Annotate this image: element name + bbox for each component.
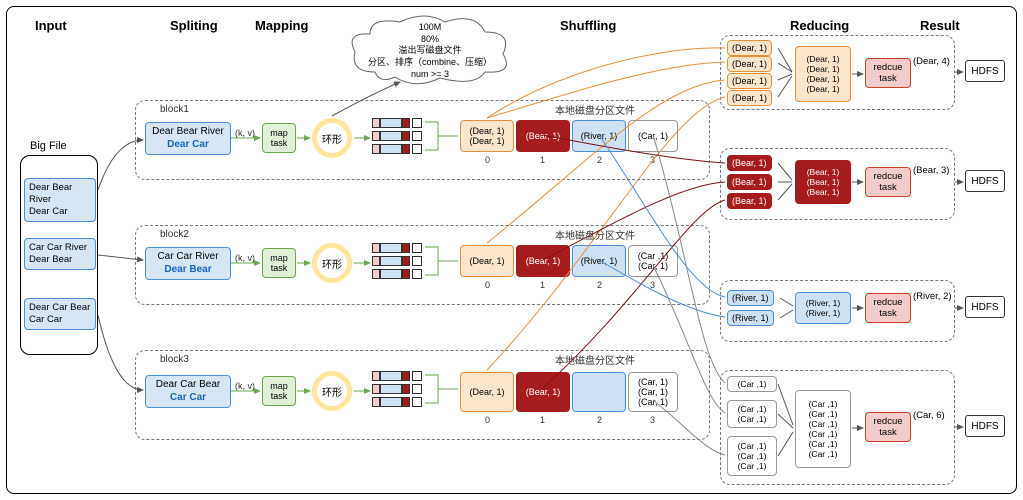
block2-maptask: maptask bbox=[262, 248, 296, 278]
b1-n3: 3 bbox=[650, 155, 655, 165]
car-result: (Car, 6) bbox=[913, 410, 945, 421]
block1-kv: (k, v) bbox=[235, 128, 255, 138]
car-hdfs: HDFS bbox=[965, 415, 1005, 437]
car-reducer: redcuetask bbox=[865, 412, 911, 442]
b1-n0: 0 bbox=[485, 155, 490, 165]
bear-in-2: (Bear, 1) bbox=[727, 193, 772, 209]
b1-p3: (Car, 1) bbox=[628, 120, 678, 152]
bear-hdfs: HDFS bbox=[965, 170, 1005, 192]
b3-n2: 2 bbox=[597, 415, 602, 425]
stage-reducing: Reducing bbox=[790, 18, 849, 33]
dear-grouped: (Dear, 1)(Dear, 1) (Dear, 1)(Dear, 1) bbox=[795, 46, 851, 102]
block1-ring: 环形 bbox=[312, 118, 352, 158]
cloud-line-0: 100M bbox=[345, 22, 515, 34]
block2-buffers bbox=[372, 243, 422, 282]
b1-p2: (River, 1) bbox=[572, 120, 626, 152]
dear-in-2: (Dear, 1) bbox=[727, 73, 772, 89]
block1-maptask: maptask bbox=[262, 123, 296, 153]
car-in-a: (Car ,1) bbox=[727, 376, 777, 392]
river-in-1: (River, 1) bbox=[727, 310, 774, 326]
river-in-0: (River, 1) bbox=[727, 290, 774, 306]
b3-p2 bbox=[572, 372, 626, 412]
b2-n3: 3 bbox=[650, 280, 655, 290]
car-in-c: (Car ,1)(Car ,1)(Car ,1) bbox=[727, 436, 777, 476]
river-result: (River, 2) bbox=[913, 291, 952, 302]
dear-reducer: redcuetask bbox=[865, 58, 911, 88]
b1-n1: 1 bbox=[540, 155, 545, 165]
bear-in-1: (Bear, 1) bbox=[727, 174, 772, 190]
b1-p1: (Bear, 1) bbox=[516, 120, 570, 152]
bigfile-label: Big File bbox=[30, 140, 67, 152]
river-hdfs: HDFS bbox=[965, 296, 1005, 318]
b2-n1: 1 bbox=[540, 280, 545, 290]
river-grouped: (River, 1)(River, 1) bbox=[795, 292, 851, 324]
b3-p0: (Dear, 1) bbox=[460, 372, 514, 412]
river-reducer: redcuetask bbox=[865, 293, 911, 323]
car-in-b: (Car ,1)(Car ,1) bbox=[727, 400, 777, 428]
b3-p3: (Car, 1)(Car, 1)(Car, 1) bbox=[628, 372, 678, 412]
b2-p0: (Dear, 1) bbox=[460, 245, 514, 277]
block2-kv: (k, v) bbox=[235, 253, 255, 263]
car-grouped: (Car ,1)(Car ,1) (Car ,1)(Car ,1) (Car ,… bbox=[795, 390, 851, 468]
block1-label: block1 bbox=[160, 104, 189, 115]
b1-n2: 2 bbox=[597, 155, 602, 165]
block2-ring: 环形 bbox=[312, 243, 352, 283]
block3-maptask: maptask bbox=[262, 376, 296, 406]
stage-shuffling: Shuffling bbox=[560, 18, 616, 33]
block2-label: block2 bbox=[160, 229, 189, 240]
block1-buffers bbox=[372, 118, 422, 157]
b1-p0: (Dear, 1)(Dear, 1) bbox=[460, 120, 514, 152]
cloud-line-1: 80% bbox=[345, 34, 515, 46]
block3-label: block3 bbox=[160, 354, 189, 365]
block3-part-title: 本地磁盘分区文件 bbox=[555, 352, 635, 367]
block1-part-title: 本地磁盘分区文件 bbox=[555, 102, 635, 117]
stage-mapping: Mapping bbox=[255, 18, 308, 33]
stage-input: Input bbox=[35, 18, 67, 33]
cloud-line-4: num >= 3 bbox=[345, 69, 515, 81]
stage-result: Result bbox=[920, 18, 960, 33]
dear-hdfs: HDFS bbox=[965, 60, 1005, 82]
block1-box: Dear Bear RiverDear Car bbox=[145, 122, 231, 155]
bear-grouped: (Bear, 1)(Bear, 1)(Bear, 1) bbox=[795, 160, 851, 204]
dear-in-0: (Dear, 1) bbox=[727, 40, 772, 56]
b3-n1: 1 bbox=[540, 415, 545, 425]
dear-in-1: (Dear, 1) bbox=[727, 56, 772, 72]
block3-buffers bbox=[372, 371, 422, 410]
file-chunk-1: Car Car RiverDear Bear bbox=[24, 238, 96, 270]
b2-n0: 0 bbox=[485, 280, 490, 290]
b2-n2: 2 bbox=[597, 280, 602, 290]
block2-part-title: 本地磁盘分区文件 bbox=[555, 227, 635, 242]
block3-box: Dear Car BearCar Car bbox=[145, 375, 231, 408]
cloud-line-2: 溢出写磁盘文件 bbox=[345, 45, 515, 57]
bear-reducer: redcuetask bbox=[865, 167, 911, 197]
dear-result: (Dear, 4) bbox=[913, 56, 950, 67]
block3-ring: 环形 bbox=[312, 371, 352, 411]
b2-p3: (Car ,1)(Car, 1) bbox=[628, 245, 678, 277]
file-chunk-2: Dear Car BearCar Car bbox=[24, 298, 96, 330]
block2-box: Car Car RiverDear Bear bbox=[145, 247, 231, 280]
spill-cloud: 100M 80% 溢出写磁盘文件 分区、排序（combine、压缩） num >… bbox=[345, 12, 515, 87]
b3-n0: 0 bbox=[485, 415, 490, 425]
stage-splitting: Spliting bbox=[170, 18, 218, 33]
bear-in-0: (Bear, 1) bbox=[727, 155, 772, 171]
b2-p2: (River, 1) bbox=[572, 245, 626, 277]
b3-n3: 3 bbox=[650, 415, 655, 425]
dear-in-3: (Dear, 1) bbox=[727, 90, 772, 106]
block3-kv: (k, v) bbox=[235, 381, 255, 391]
file-chunk-0: Dear Bear RiverDear Car bbox=[24, 178, 96, 222]
bear-result: (Bear, 3) bbox=[913, 165, 949, 176]
cloud-line-3: 分区、排序（combine、压缩） bbox=[345, 57, 515, 69]
b3-p1: (Bear, 1) bbox=[516, 372, 570, 412]
b2-p1: (Bear, 1) bbox=[516, 245, 570, 277]
